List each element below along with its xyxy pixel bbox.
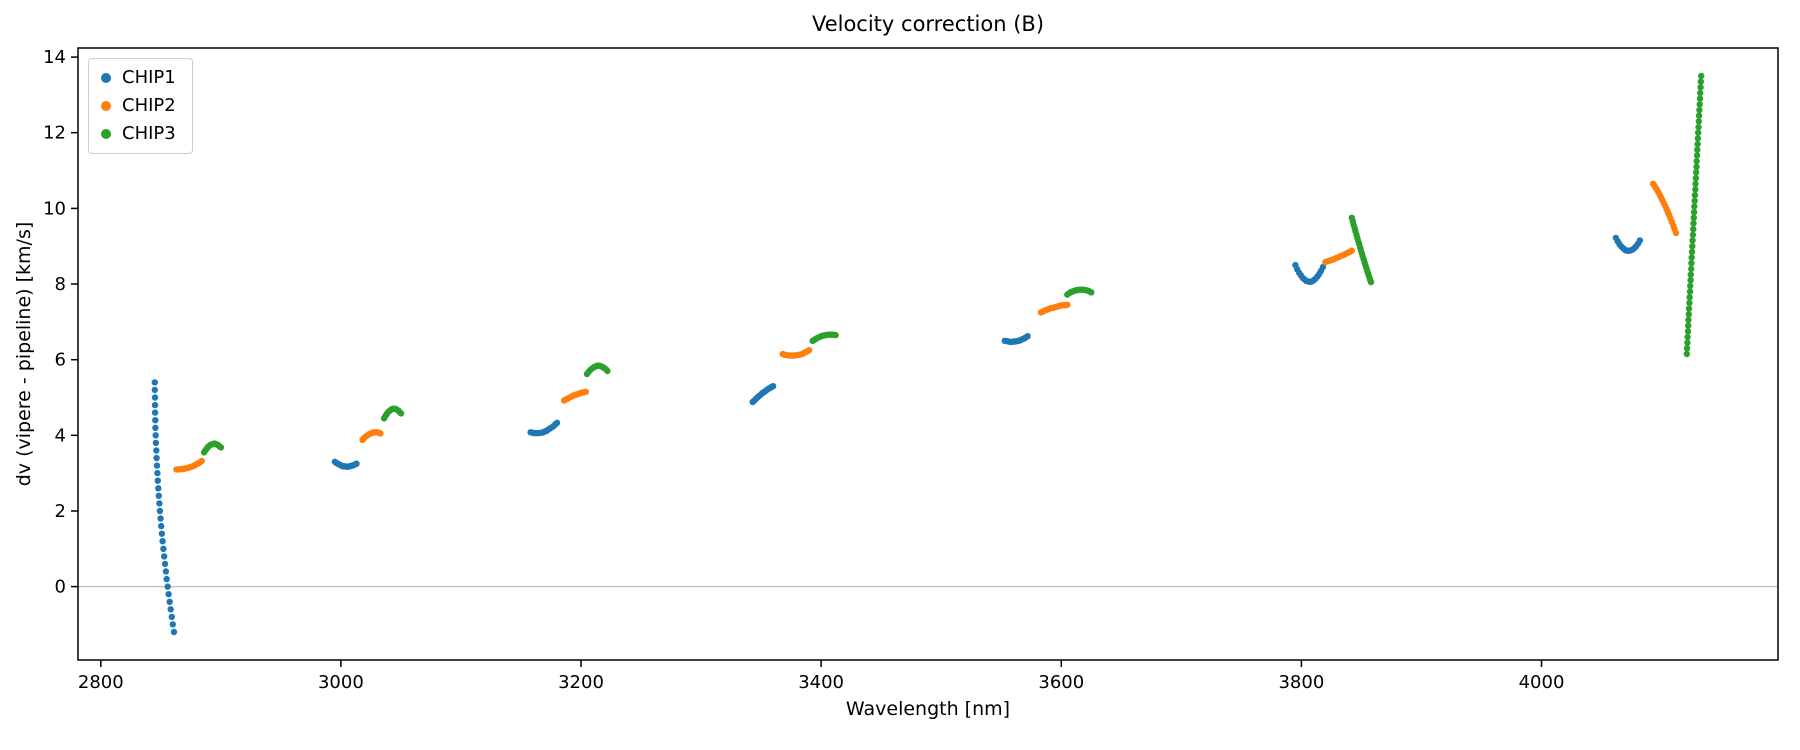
y-axis-label: dv (vipere - pipeline) [km/s] xyxy=(13,221,35,487)
plot-frame xyxy=(77,47,1779,661)
svg-text:6: 6 xyxy=(55,350,66,371)
legend-item-chip2: CHIP2 xyxy=(101,97,176,115)
svg-text:3400: 3400 xyxy=(798,672,844,693)
x-tick-labels: 2800 3000 3200 3400 3600 3800 4000 xyxy=(78,672,1565,693)
series-CHIP1 xyxy=(151,234,1644,636)
series-CHIP3 xyxy=(200,72,1705,456)
y-ticks xyxy=(71,56,78,588)
svg-text:8: 8 xyxy=(55,274,66,295)
legend-marker-chip2-icon xyxy=(101,101,111,111)
series-CHIP2 xyxy=(173,180,1680,473)
legend: CHIP1 CHIP2 CHIP3 xyxy=(88,58,193,154)
svg-text:2800: 2800 xyxy=(78,672,124,693)
svg-text:3200: 3200 xyxy=(558,672,604,693)
svg-text:3800: 3800 xyxy=(1278,672,1324,693)
legend-item-chip1: CHIP1 xyxy=(101,69,176,87)
svg-text:14: 14 xyxy=(43,47,66,68)
legend-marker-chip1-icon xyxy=(101,73,111,83)
svg-text:4000: 4000 xyxy=(1519,672,1565,693)
legend-label-chip3: CHIP3 xyxy=(122,123,176,144)
y-tick-labels: 0 2 4 6 8 10 12 14 xyxy=(43,47,66,598)
svg-text:2: 2 xyxy=(55,501,66,522)
legend-item-chip3: CHIP3 xyxy=(101,125,176,143)
svg-text:3600: 3600 xyxy=(1038,672,1084,693)
svg-text:12: 12 xyxy=(43,123,66,144)
legend-marker-chip3-icon xyxy=(101,129,111,139)
chart-title: Velocity correction (B) xyxy=(811,12,1045,36)
x-axis-label: Wavelength [nm] xyxy=(845,698,1011,720)
svg-text:0: 0 xyxy=(55,577,66,598)
svg-text:4: 4 xyxy=(55,425,66,446)
svg-text:10: 10 xyxy=(43,198,66,219)
x-ticks xyxy=(100,660,1543,667)
svg-text:3000: 3000 xyxy=(318,672,364,693)
legend-label-chip1: CHIP1 xyxy=(122,67,176,88)
legend-label-chip2: CHIP2 xyxy=(122,95,176,116)
